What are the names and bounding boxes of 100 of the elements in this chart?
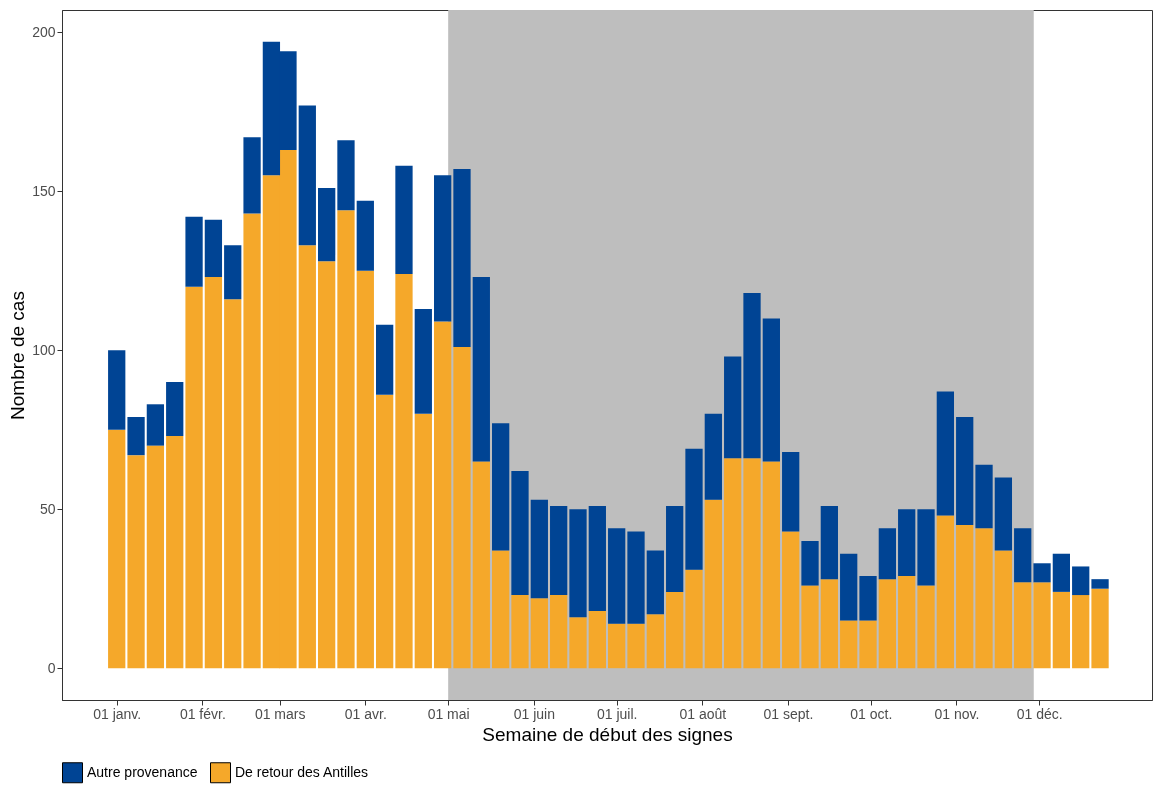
- bar: [666, 591, 684, 669]
- bar: [376, 394, 394, 669]
- bar: [917, 509, 935, 586]
- x-axis-title: Semaine de début des signes: [482, 723, 733, 745]
- bar: [898, 509, 916, 576]
- bar: [1072, 566, 1090, 596]
- bar: [859, 575, 877, 621]
- bar: [936, 515, 955, 669]
- bar: [975, 464, 993, 529]
- bar: [453, 168, 471, 348]
- bar: [724, 356, 742, 459]
- bar: [356, 200, 374, 271]
- bar: [395, 273, 413, 669]
- bar: [878, 579, 896, 669]
- y-axis-title: Nombre de cas: [7, 291, 29, 420]
- bar: [434, 175, 452, 322]
- bar: [453, 347, 471, 669]
- bar: [627, 623, 645, 669]
- bar: [337, 210, 355, 669]
- y-tick-label: 0: [47, 659, 56, 676]
- bar: [550, 595, 568, 669]
- bar: [530, 499, 548, 599]
- bar: [762, 318, 780, 462]
- bar: [840, 620, 858, 669]
- bar: [569, 509, 587, 618]
- x-tick-label: 01 déc.: [1016, 705, 1063, 722]
- y-tick-label: 200: [32, 23, 56, 40]
- x-tick-label: 01 nov.: [934, 705, 980, 722]
- bar: [859, 620, 877, 669]
- bar: [820, 506, 838, 580]
- x-tick-label: 01 sept.: [763, 705, 814, 722]
- bar: [492, 550, 510, 669]
- bar: [298, 105, 316, 246]
- bar: [1052, 553, 1071, 592]
- bar: [298, 245, 316, 669]
- bar: [511, 471, 529, 596]
- bar: [782, 451, 800, 532]
- bar: [1072, 595, 1090, 669]
- x-tick-label: 01 avr.: [344, 705, 387, 722]
- bar: [318, 261, 336, 669]
- bar: [704, 413, 722, 500]
- bar: [724, 458, 742, 669]
- x-tick-label: 01 janv.: [93, 705, 142, 722]
- bar: [704, 499, 722, 669]
- bar: [1091, 579, 1109, 589]
- bar: [627, 531, 645, 624]
- bar: [898, 575, 916, 669]
- bar: [608, 528, 626, 624]
- bar: [472, 461, 490, 669]
- x-tick-label: 01 mai: [427, 705, 470, 722]
- bar: [646, 550, 664, 615]
- bar: [994, 550, 1013, 669]
- x-tick-label: 01 juil.: [596, 705, 638, 722]
- bar: [762, 461, 780, 669]
- bar: [820, 579, 838, 669]
- bar: [1014, 582, 1032, 669]
- x-tick-label: 01 oct.: [850, 705, 893, 722]
- bar: [917, 585, 935, 669]
- bar: [956, 525, 974, 669]
- bar: [840, 553, 858, 621]
- bar: [801, 585, 819, 669]
- bar: [434, 321, 452, 669]
- bar: [743, 293, 761, 459]
- bar: [743, 458, 761, 669]
- bar: [337, 140, 355, 211]
- x-tick-label: 01 mars: [254, 705, 306, 722]
- bar: [318, 188, 336, 262]
- bar: [588, 506, 606, 611]
- bar: [569, 617, 587, 669]
- bar: [414, 308, 432, 414]
- bar: [956, 417, 974, 526]
- bar: [1052, 591, 1071, 669]
- bar: [1014, 528, 1032, 583]
- bar: [994, 477, 1013, 551]
- bar: [588, 610, 606, 669]
- bar: [530, 598, 548, 669]
- y-tick-label: 100: [32, 341, 56, 358]
- bar: [975, 528, 993, 669]
- x-tick-label: 01 juin: [513, 705, 555, 722]
- bar: [511, 595, 529, 669]
- y-tick-label: 50: [39, 500, 56, 517]
- bar: [356, 270, 374, 669]
- x-tick-label: 01 août: [679, 705, 727, 722]
- bar: [1033, 563, 1051, 583]
- bar: [550, 506, 568, 596]
- bar: [608, 623, 626, 669]
- bar: [878, 528, 896, 580]
- bar: [666, 506, 684, 592]
- bar: [414, 413, 432, 669]
- bar: [1033, 582, 1051, 669]
- bar: [472, 277, 490, 462]
- bar: [782, 531, 800, 669]
- bar: [685, 569, 703, 669]
- bar: [395, 165, 413, 274]
- x-tick-label: 01 févr.: [179, 705, 226, 722]
- bar: [685, 448, 703, 570]
- bar: [376, 324, 394, 395]
- legend-label: Autre provenance: [87, 763, 198, 780]
- legend-label: De retour des Antilles: [235, 763, 369, 780]
- bar: [646, 614, 664, 669]
